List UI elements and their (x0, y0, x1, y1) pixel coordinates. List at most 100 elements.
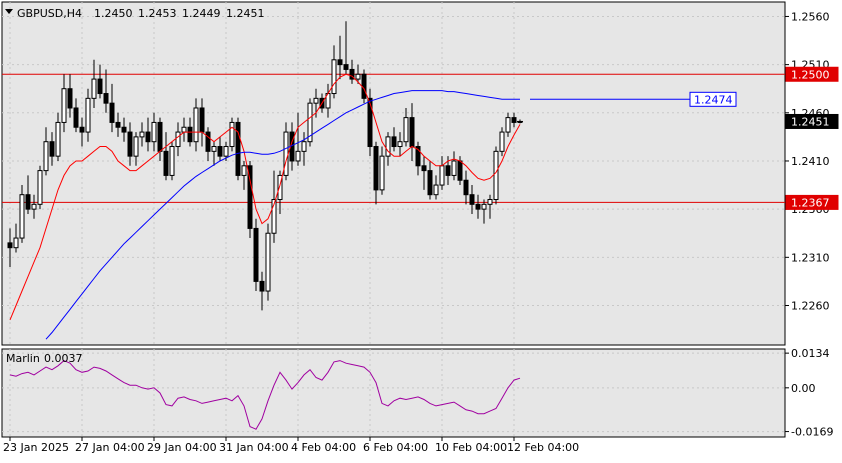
candle-body-bear (259, 280, 265, 292)
slow-ma-line (45, 90, 520, 340)
candle-body-bear (79, 126, 85, 133)
candle-body-bear (511, 117, 517, 123)
candle (355, 64, 361, 84)
candle-body-bull (265, 232, 271, 292)
candle (55, 112, 61, 161)
indicator-line (9, 360, 521, 430)
candle (121, 117, 127, 142)
moving-averages (9, 73, 521, 340)
candle (295, 112, 301, 166)
candle-body-bull (313, 97, 319, 104)
candle (487, 194, 493, 219)
indicator-line-group (9, 360, 521, 430)
candle (169, 141, 175, 181)
candle-body-bull (85, 97, 91, 133)
candle (85, 88, 91, 142)
symbol-label: GBPUSD,H4 (17, 7, 82, 20)
time-tick-label: 4 Feb 04:00 (291, 441, 356, 454)
candle (205, 127, 211, 161)
candle-body-bull (487, 199, 493, 205)
candle-body-bull (379, 155, 385, 191)
candle (25, 175, 31, 214)
candle-body-bull (37, 170, 43, 205)
candle (307, 98, 313, 147)
candle-body-bear (349, 68, 355, 80)
candle (493, 146, 499, 205)
ohlc-close: 1.2451 (226, 7, 265, 20)
time-tick-label: 12 Feb 04:00 (507, 441, 579, 454)
candle (133, 132, 139, 166)
candle-body-bull (211, 146, 217, 152)
candle-body-bear (445, 165, 451, 176)
horizontal-levels[interactable] (2, 73, 785, 203)
time-tick-label: 27 Jan 04:00 (75, 441, 145, 454)
candle (427, 160, 433, 200)
candle (397, 132, 403, 157)
candle (463, 170, 469, 205)
candle (7, 228, 13, 267)
candle (385, 132, 391, 166)
candle-body-bear (217, 146, 223, 157)
candles (7, 21, 523, 311)
candle-body-bear (235, 121, 241, 176)
candle (175, 122, 181, 157)
candle-body-bear (115, 121, 121, 128)
candle-body-bull (433, 184, 439, 196)
price-tick-label: 1.2310 (791, 251, 830, 264)
candle-body-bull (307, 102, 313, 143)
candle-body-bull (451, 160, 457, 176)
candle (469, 185, 475, 214)
candle-body-bull (181, 126, 187, 133)
candle-body-bear (247, 165, 253, 229)
candle (73, 98, 79, 133)
candle-body-bear (73, 107, 79, 128)
level-price-tag-box (785, 194, 839, 210)
candle-body-bull (493, 150, 499, 201)
candle-body-bear (409, 117, 415, 148)
candle-body-bull (169, 146, 175, 176)
candle-body-bull (439, 165, 445, 186)
candle (151, 112, 157, 152)
candle-body-bear (463, 179, 469, 196)
candle (367, 88, 373, 157)
candle (373, 141, 379, 205)
candle (139, 122, 145, 147)
candle-body-bull (55, 121, 61, 157)
indicator-name: Marlin (6, 352, 40, 365)
ohlc-open: 1.2450 (94, 7, 133, 20)
level-price-tag: 1.2500 (785, 66, 839, 82)
candle-body-bull (13, 237, 19, 249)
candle (433, 175, 439, 200)
candle-body-bull (301, 141, 307, 152)
candle-body-bear (391, 136, 397, 148)
candle (37, 165, 43, 210)
candle-body-bull (133, 136, 139, 157)
level-price-tag-text: 1.2500 (791, 68, 830, 81)
candle-body-bear (421, 165, 427, 172)
candle (211, 141, 217, 166)
candle-body-bear (67, 88, 73, 109)
candle-body-bear (337, 59, 343, 66)
candle (475, 194, 481, 219)
price-tick-label: 1.2410 (791, 155, 830, 168)
candle-body-bear (253, 227, 259, 282)
indicator-tick-label: 0.0134 (791, 347, 830, 360)
candle-body-bull (193, 107, 199, 143)
time-tick-label: 23 Jan 2025 (3, 441, 69, 454)
candle-body-bull (151, 121, 157, 143)
candle-body-bull (385, 136, 391, 157)
candle-body-bear (373, 146, 379, 191)
candle (163, 132, 169, 181)
candle-body-bear (7, 242, 13, 249)
time-tick-label: 6 Feb 04:00 (363, 441, 428, 454)
candle-body-bear (187, 126, 193, 143)
candle (331, 45, 337, 99)
candle (127, 122, 133, 166)
candle-body-bear (157, 121, 163, 152)
symbol-menu-icon[interactable] (5, 9, 13, 14)
level-price-tag-text: 1.2367 (791, 196, 830, 209)
price-tick-label: 1.2560 (791, 10, 830, 23)
candle-body-bear (97, 78, 103, 95)
